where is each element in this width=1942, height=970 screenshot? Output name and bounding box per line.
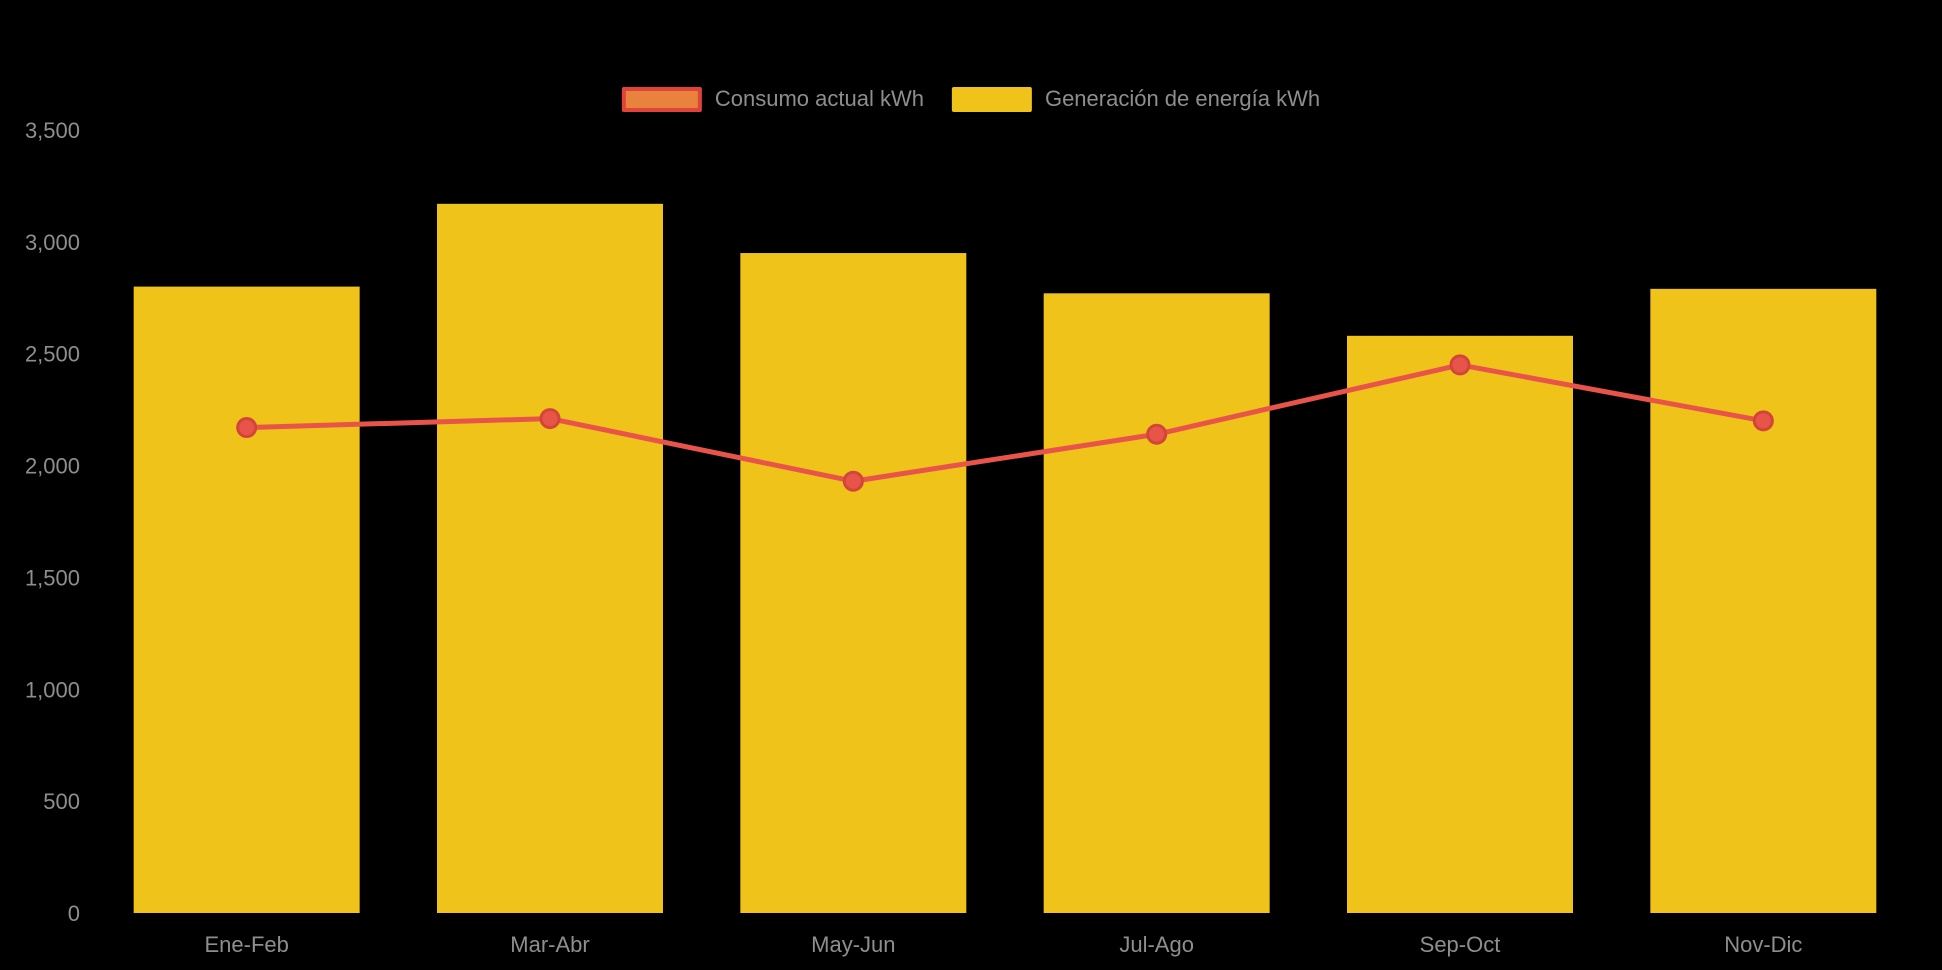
y-tick-label: 2,500: [25, 342, 80, 367]
x-tick-label: Mar-Abr: [510, 932, 589, 957]
generacion-bar: [1043, 293, 1270, 914]
consumo-point: [1449, 354, 1471, 376]
generacion-bar: [133, 286, 360, 914]
y-tick-label: 1,000: [25, 677, 80, 702]
consumo-point: [236, 417, 258, 439]
consumo-point: [842, 470, 864, 492]
legend-item-generacion[interactable]: Generación de energía kWh: [951, 86, 1321, 112]
generacion-bar: [437, 203, 663, 914]
y-tick-label: 1,500: [25, 565, 80, 590]
consumo-point: [1146, 423, 1168, 445]
y-tick-label: 500: [43, 789, 80, 814]
x-tick-label: Ene-Feb: [204, 932, 288, 957]
y-tick-label: 0: [68, 901, 80, 926]
legend-swatch-consumo: [621, 86, 702, 112]
y-tick-label: 3,000: [25, 230, 80, 255]
consumo-point: [1752, 410, 1774, 432]
legend-swatch-generacion: [951, 86, 1032, 112]
x-tick-label: Sep-Oct: [1420, 932, 1501, 957]
legend-item-consumo[interactable]: Consumo actual kWh: [621, 86, 924, 112]
y-tick-label: 3,500: [25, 118, 80, 143]
generacion-bar: [1650, 288, 1877, 913]
generacion-bar: [1347, 335, 1573, 913]
legend-label-generacion: Generación de energía kWh: [1044, 86, 1321, 111]
x-tick-label: May-Jun: [811, 932, 895, 957]
generacion-bar: [740, 253, 967, 914]
legend-label-consumo: Consumo actual kWh: [714, 86, 924, 111]
x-tick-label: Nov-Dic: [1724, 932, 1802, 957]
chart-legend: Consumo actual kWh Generación de energía…: [621, 86, 1321, 112]
x-tick-label: Jul-Ago: [1119, 932, 1194, 957]
consumo-line: [244, 362, 1766, 484]
consumo-point: [539, 408, 561, 430]
y-tick-label: 2,000: [25, 454, 80, 479]
